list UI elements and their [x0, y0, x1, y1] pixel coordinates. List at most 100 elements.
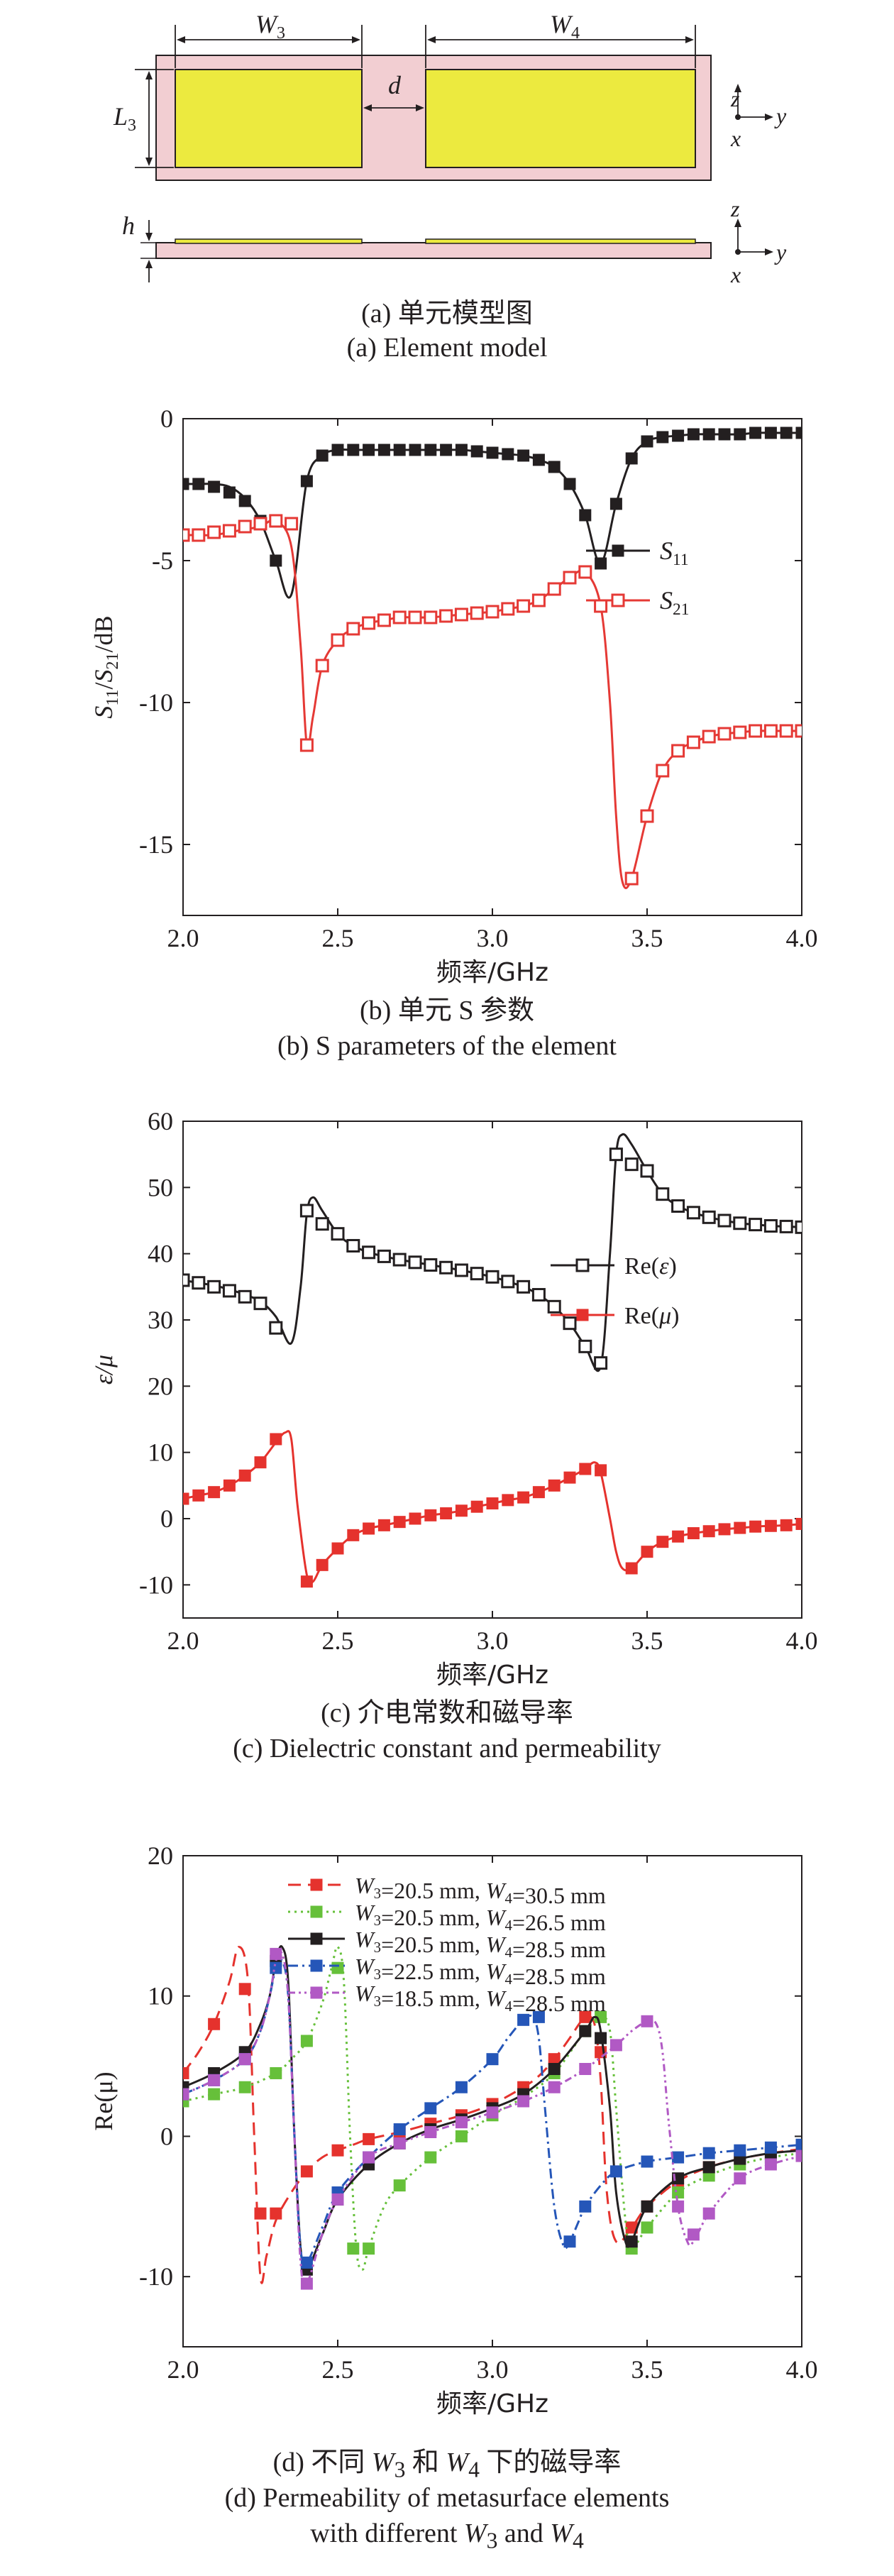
- series-marker-0: [547, 1299, 561, 1314]
- series-marker-3: [563, 2235, 576, 2248]
- chart-permeability-variants: 2.0 2.5 3.0 3.5 4.0 20 10 0 -10 频率/GHz Re(μ) W3=20.…: [89, 1842, 818, 2418]
- series-marker-3: [641, 2155, 653, 2168]
- x-axis-label: 频率/GHz: [436, 2389, 548, 2418]
- series-marker-1: [579, 1463, 592, 1475]
- series-marker-4: [517, 2095, 530, 2108]
- series-marker-0: [238, 495, 251, 507]
- series-marker-1: [532, 1486, 545, 1499]
- y-tick-label: 0: [160, 2122, 173, 2150]
- legend-marker-1: [576, 1309, 589, 1321]
- series-marker-0: [656, 1187, 670, 1201]
- series-marker-0: [331, 444, 344, 456]
- y-tick-label: 60: [148, 1107, 173, 1135]
- series-marker-4: [795, 2150, 802, 2162]
- patch-side-w3: [175, 238, 363, 244]
- series-marker-0: [315, 1217, 329, 1231]
- series-marker-3: [455, 2081, 468, 2093]
- series-marker-1: [331, 1542, 344, 1555]
- legend-marker-2: [310, 1932, 323, 1945]
- series-marker-0: [363, 444, 375, 456]
- series-marker-4: [672, 2200, 685, 2213]
- series-marker-4: [331, 2193, 344, 2206]
- series-marker-0: [439, 1260, 453, 1275]
- series-marker-1: [183, 2095, 189, 2108]
- y-axis-label: Re(μ): [89, 2071, 118, 2130]
- svg-text:y: y: [774, 239, 787, 265]
- series-marker-0: [223, 486, 236, 499]
- series-marker-4: [393, 2137, 406, 2150]
- series-marker-1: [377, 1519, 390, 1531]
- series-marker-1: [424, 2151, 437, 2164]
- series-marker-1: [595, 1464, 607, 1477]
- series-marker-1: [208, 1486, 221, 1499]
- series-marker-1: [656, 1536, 669, 1548]
- series-marker-0: [641, 435, 653, 448]
- x-tick-label: 3.0: [477, 924, 509, 952]
- y-tick-label: 0: [160, 404, 173, 433]
- chart-permittivity-permeability: 2.0 2.5 3.0 3.5 4.0 60 50 40 30 20 10 0 -10 频率/GHz ε/μ…: [89, 1107, 818, 1690]
- series-marker-3: [579, 2200, 592, 2213]
- x-tick-label: 4.0: [786, 2355, 818, 2384]
- series-marker-1: [517, 1491, 530, 1504]
- series-marker-1: [486, 1497, 499, 1510]
- series-marker-0: [299, 1204, 314, 1218]
- axis-triad-bottom: z y x: [730, 196, 787, 287]
- series-marker-0: [238, 1289, 252, 1304]
- series-marker-1: [269, 514, 283, 528]
- series-marker-1: [347, 1529, 360, 1541]
- series-marker-0: [579, 2010, 592, 2023]
- series-marker-1: [624, 871, 639, 886]
- x-tick-label: 2.5: [322, 1626, 354, 1655]
- series-marker-1: [270, 2066, 282, 2079]
- plot-frame: [182, 418, 802, 916]
- series-marker-0: [795, 426, 802, 439]
- legend-label-2: W3=20.5 mm, W4=28.5 mm: [355, 1927, 606, 1962]
- series-marker-1: [547, 582, 561, 596]
- y-tick-label: -10: [139, 688, 173, 717]
- series-marker-1: [641, 1546, 653, 1558]
- series-marker-4: [363, 2151, 375, 2164]
- series-marker-0: [609, 1147, 623, 1162]
- series-marker-3: [300, 2256, 313, 2269]
- series-marker-1: [501, 602, 515, 616]
- series-marker-3: [270, 1961, 282, 1974]
- plot-frame: [182, 1121, 802, 1619]
- series-marker-4: [609, 2039, 622, 2052]
- series-marker-0: [609, 497, 622, 510]
- series-marker-0: [749, 426, 762, 439]
- series-marker-0: [671, 1199, 685, 1213]
- series-marker-1: [299, 738, 314, 752]
- series-marker-0: [795, 1220, 802, 1234]
- legend-marker-0: [310, 1878, 323, 1891]
- series-marker-1: [718, 1523, 731, 1536]
- series-marker-4: [734, 2172, 746, 2185]
- series-marker-1: [222, 524, 236, 538]
- w4-label: W4: [550, 10, 580, 43]
- series-marker-1: [563, 571, 577, 585]
- series-marker-0: [563, 1316, 577, 1331]
- x-tick-label: 3.5: [631, 2355, 663, 2384]
- series-marker-2: [183, 2081, 189, 2093]
- series-marker-1: [285, 517, 299, 531]
- x-tick-label: 2.5: [322, 924, 354, 952]
- series-marker-1: [363, 2242, 375, 2255]
- series-marker-0: [392, 1253, 407, 1267]
- series-marker-4: [548, 2081, 561, 2093]
- legend-marker-0: [612, 544, 624, 557]
- caption-d-cn: (d) 不同 W3 和 W4 下的磁导率: [272, 2448, 622, 2482]
- legend-label-3: W3=22.5 mm, W4=28.5 mm: [355, 1954, 606, 1989]
- series-marker-1: [393, 2179, 406, 2192]
- l3-label: L3: [113, 102, 136, 135]
- series-marker-1: [795, 1517, 802, 1530]
- series-marker-0: [531, 1288, 546, 1302]
- series-marker-0: [208, 480, 221, 493]
- series-marker-4: [764, 2158, 777, 2171]
- series-marker-1: [331, 1961, 344, 1974]
- series-marker-0: [347, 444, 360, 456]
- series-marker-4: [455, 2116, 468, 2129]
- series-marker-1: [531, 593, 546, 607]
- series-marker-4: [579, 2063, 592, 2076]
- series-marker-0: [454, 1263, 468, 1277]
- series-marker-0: [424, 444, 437, 456]
- series-marker-2: [579, 2025, 592, 2037]
